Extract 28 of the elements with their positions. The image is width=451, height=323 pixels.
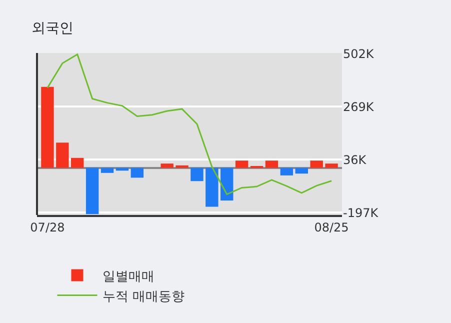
legend-label: 일별매매 — [102, 269, 154, 284]
bar — [265, 160, 278, 168]
x-tick-label: 08/25 — [314, 220, 349, 234]
bar — [295, 168, 308, 174]
y-tick-label: 502K — [343, 46, 375, 61]
bar — [325, 164, 338, 168]
bar — [86, 168, 99, 214]
bar — [71, 158, 84, 168]
bar — [310, 160, 323, 168]
bar — [160, 164, 174, 168]
y-tick-label: -197K — [343, 206, 380, 220]
bar — [190, 168, 204, 182]
bar — [206, 168, 218, 207]
bar — [56, 142, 69, 168]
y-tick-label: 269K — [343, 100, 375, 114]
bar — [116, 168, 129, 171]
x-tick-label: 07/28 — [30, 220, 65, 234]
bar — [130, 168, 144, 178]
bar — [100, 168, 114, 173]
bar — [220, 168, 234, 200]
chart-title: 외국인 — [32, 20, 74, 36]
bar — [41, 86, 54, 168]
bar — [176, 165, 188, 168]
bar — [280, 168, 294, 176]
line-series — [46, 54, 332, 196]
y-tick-label: 36K — [343, 152, 368, 167]
bar — [235, 160, 248, 168]
legend-label: 누적 매매동향 — [102, 289, 184, 304]
